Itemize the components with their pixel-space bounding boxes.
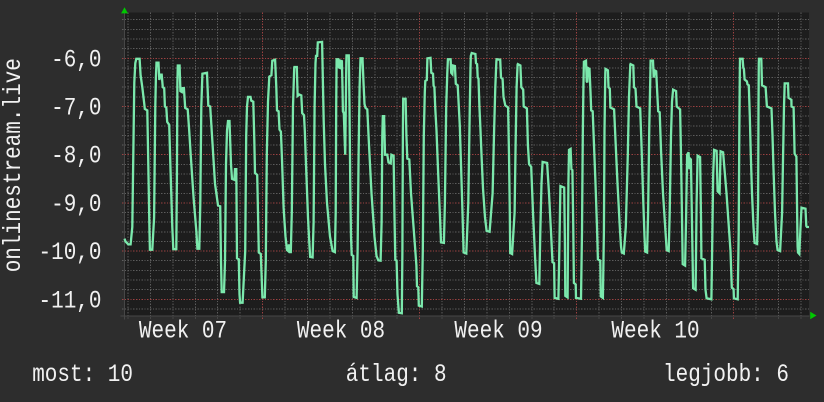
svg-text:legjobb: 6: legjobb: 6 [663,360,789,388]
svg-text:-7,0: -7,0 [51,94,101,122]
svg-text:Week 08: Week 08 [297,317,385,345]
svg-text:átlag: 8: átlag: 8 [346,360,447,388]
svg-text:-6,0: -6,0 [51,46,101,74]
svg-text:Week 07: Week 07 [139,317,227,345]
svg-text:-9,0: -9,0 [51,190,101,218]
svg-text:-10,0: -10,0 [39,238,102,266]
svg-text:Week 09: Week 09 [454,317,542,345]
svg-text:-11,0: -11,0 [39,287,102,315]
svg-text:most: 10: most: 10 [32,360,133,388]
svg-text:-8,0: -8,0 [51,142,101,170]
svg-text:Week 10: Week 10 [611,317,699,345]
svg-text:onlinestream.live: onlinestream.live [0,58,27,272]
